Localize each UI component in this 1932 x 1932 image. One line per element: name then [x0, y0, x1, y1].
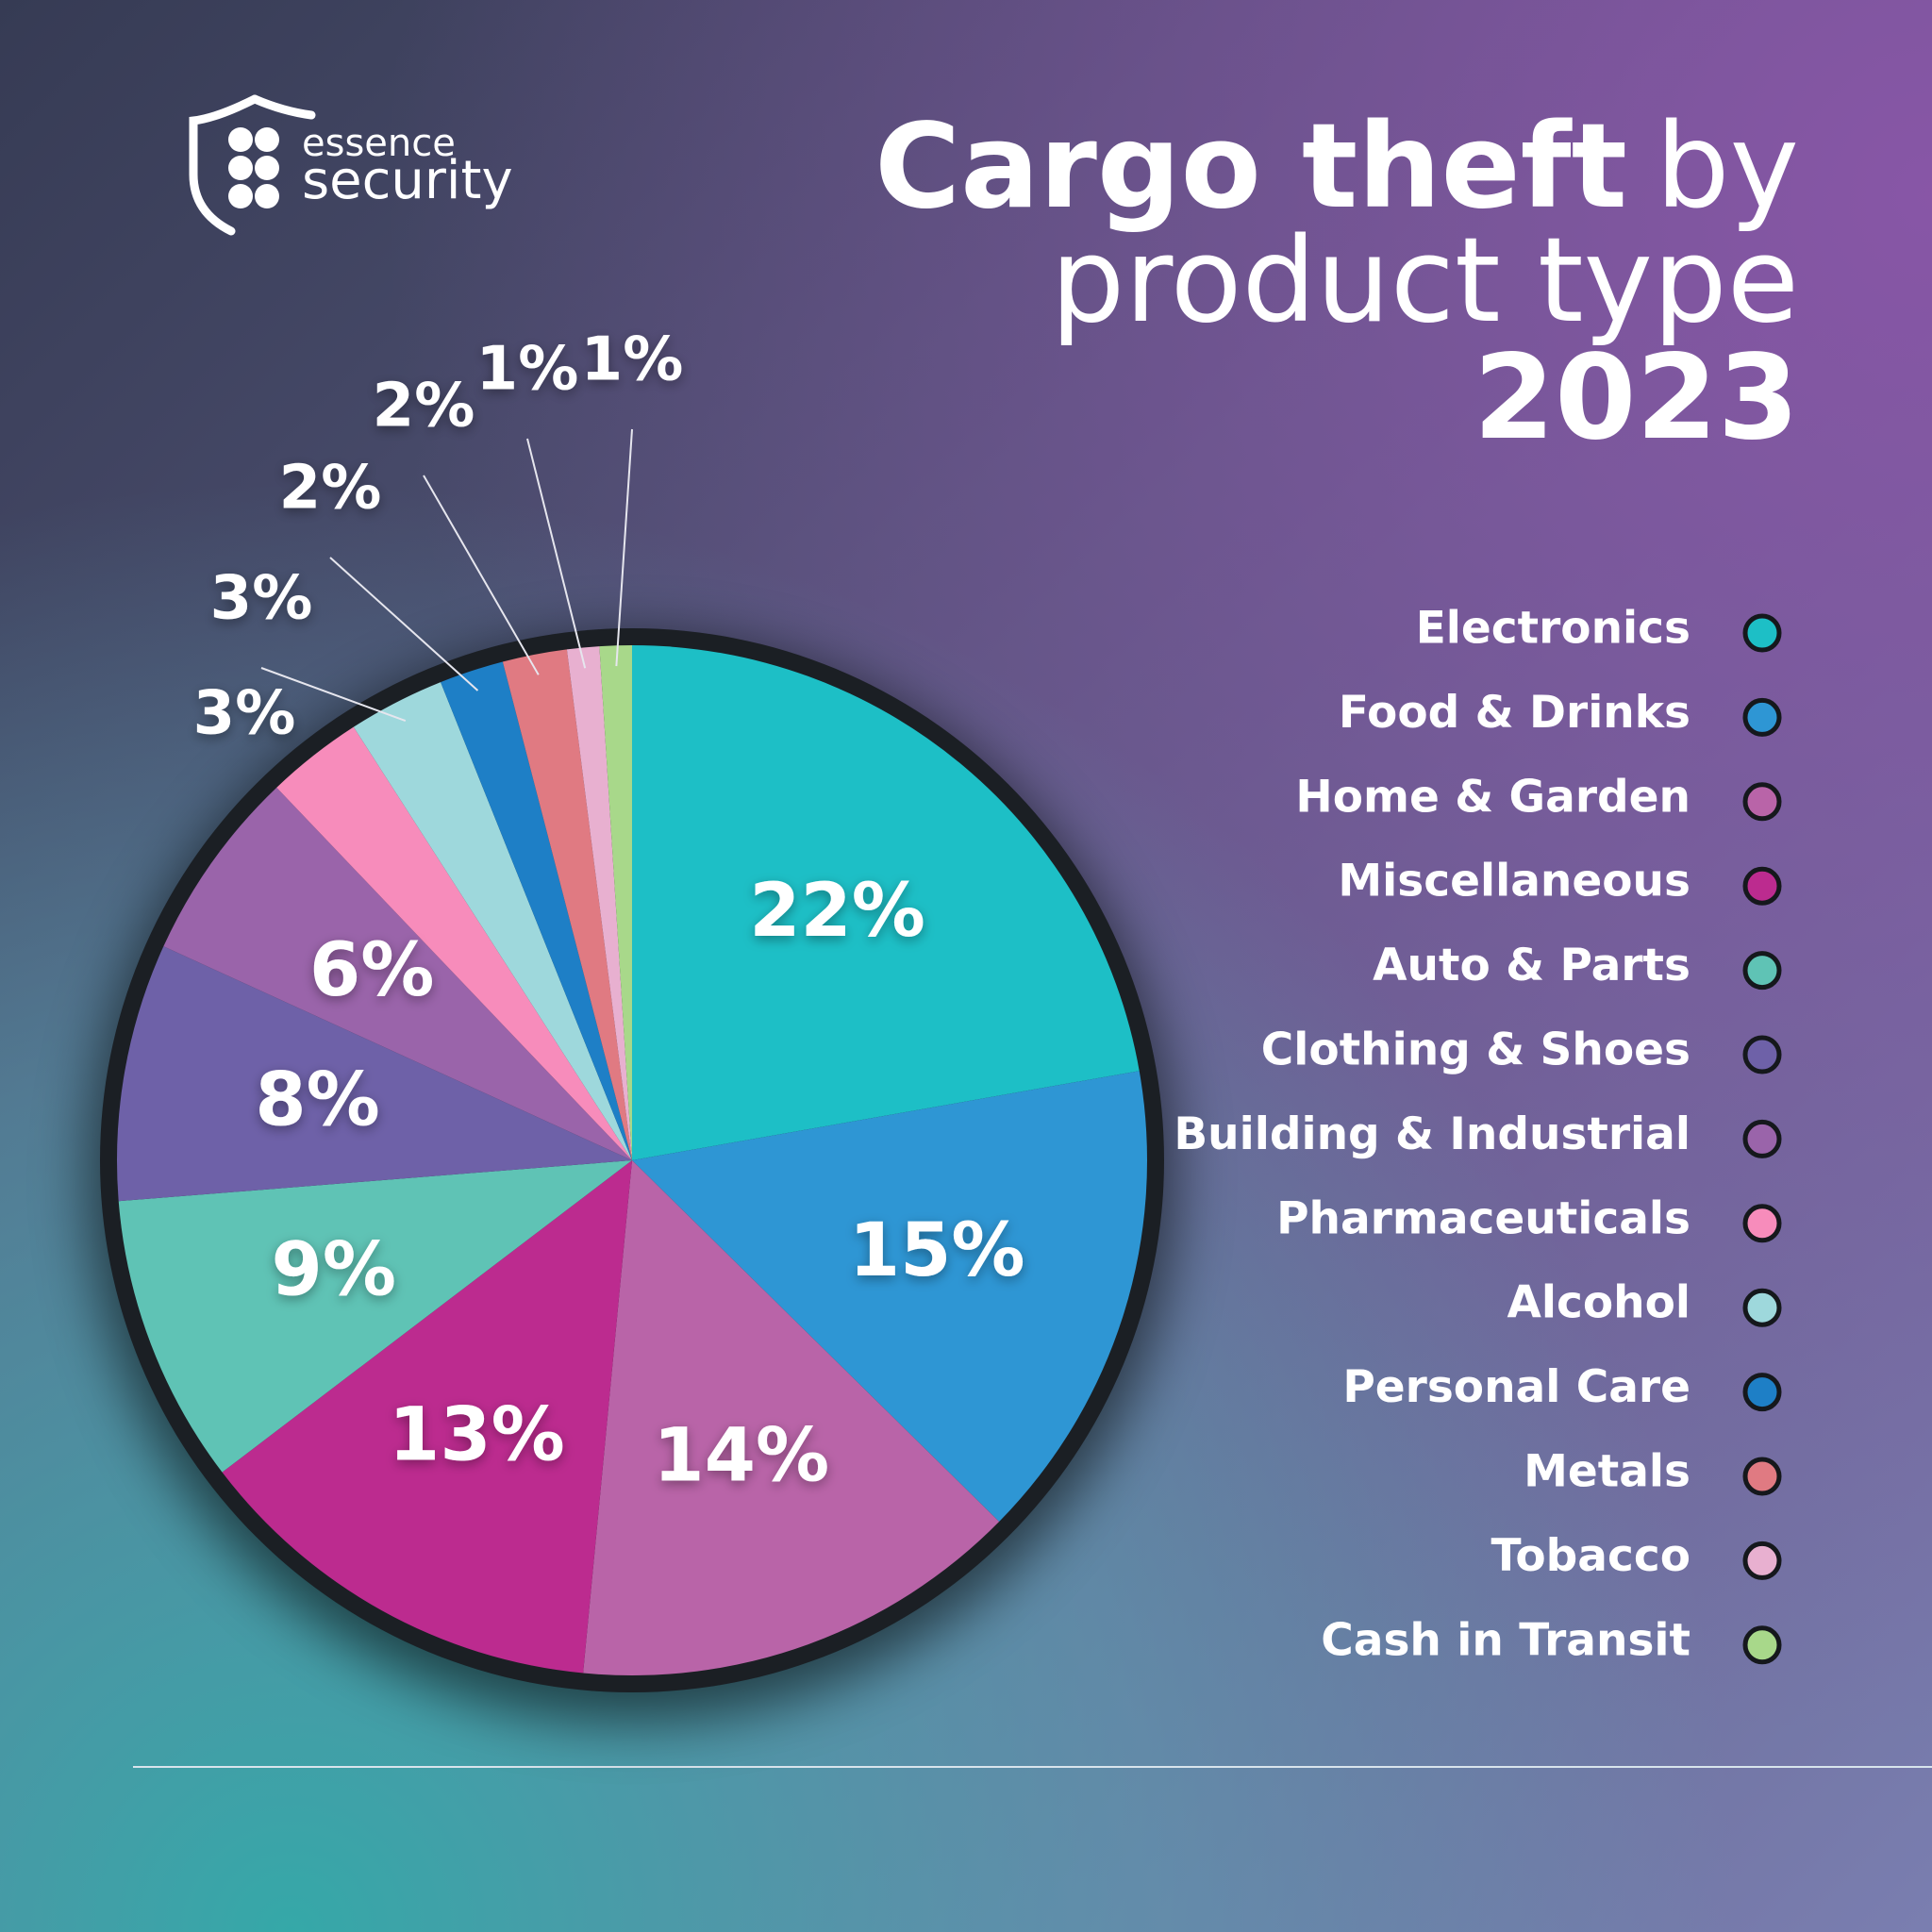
data-label: 9% — [272, 1227, 396, 1312]
legend-label: Personal Care — [1342, 1361, 1690, 1413]
data-label: 1% — [476, 335, 579, 405]
data-label: 14% — [653, 1414, 829, 1499]
pie-slice — [632, 645, 1140, 1160]
chart-title: product type — [1051, 213, 1799, 349]
legend-label: Pharmaceuticals — [1276, 1192, 1690, 1244]
legend-label: Miscellaneous — [1338, 856, 1690, 908]
leader-line — [423, 475, 540, 675]
leader-line — [329, 557, 479, 691]
pie-slice — [163, 787, 632, 1160]
legend-swatch — [1742, 1035, 1782, 1074]
legend-swatch — [1742, 613, 1782, 653]
leader-line — [526, 438, 587, 669]
legend-swatch — [1742, 1373, 1782, 1412]
logo-text: security — [302, 150, 513, 211]
legend-label: Tobacco — [1491, 1530, 1690, 1582]
legend-swatch — [1742, 1288, 1782, 1327]
legend-swatch — [1742, 1457, 1782, 1496]
leader-line — [260, 667, 407, 723]
legend-swatch — [1742, 1541, 1782, 1580]
pie-slice — [599, 645, 632, 1160]
legend-label: Building & Industrial — [1174, 1108, 1690, 1160]
legend-label: Auto & Parts — [1373, 940, 1690, 991]
data-label: 6% — [309, 928, 434, 1013]
legend-swatch — [1742, 866, 1782, 906]
data-label: 2% — [279, 454, 382, 524]
pie-slice — [502, 649, 632, 1160]
pie-slice — [118, 1160, 633, 1473]
data-label: 3% — [210, 564, 313, 634]
data-label: 1% — [581, 325, 684, 395]
legend-label: Electronics — [1416, 603, 1690, 655]
logo-dots — [228, 127, 279, 208]
data-label: 22% — [749, 869, 925, 954]
chart-title: 2023 — [1474, 330, 1799, 466]
legend-swatch — [1742, 697, 1782, 737]
chart-title: Cargo theft by — [874, 99, 1799, 235]
legend-label: Food & Drinks — [1339, 687, 1690, 739]
data-label: 8% — [255, 1058, 379, 1143]
pie-slice — [632, 1071, 1147, 1523]
data-label: 15% — [849, 1208, 1025, 1293]
legend-label: Cash in Transit — [1321, 1614, 1690, 1666]
logo-shield — [250, 94, 316, 120]
pie-slice — [441, 661, 632, 1160]
logo-text: essence — [302, 122, 456, 165]
legend-swatch — [1742, 1119, 1782, 1158]
pie-slice — [583, 1160, 1000, 1675]
legend-label: Clothing & Shoes — [1261, 1024, 1690, 1076]
legend-label: Metals — [1524, 1446, 1690, 1498]
title-part: by — [1656, 99, 1799, 235]
pie-slice — [276, 726, 632, 1160]
legend-swatch — [1742, 782, 1782, 822]
data-label: 2% — [373, 372, 475, 441]
legend-label: Home & Garden — [1295, 771, 1690, 823]
logo-shield — [189, 94, 259, 236]
legend-swatch — [1742, 951, 1782, 991]
pie-slice — [353, 682, 632, 1160]
pie-slice — [566, 646, 632, 1160]
legend-swatch — [1742, 1625, 1782, 1665]
pie-slice — [117, 946, 632, 1202]
title-part: Cargo theft — [874, 99, 1627, 235]
leader-line — [615, 428, 633, 667]
logo: essence security — [189, 94, 513, 236]
data-label: 3% — [193, 679, 296, 749]
pie-slice — [222, 1160, 632, 1674]
data-label: 13% — [389, 1392, 565, 1477]
legend-label: Alcohol — [1507, 1277, 1691, 1329]
legend-swatch — [1742, 1204, 1782, 1243]
